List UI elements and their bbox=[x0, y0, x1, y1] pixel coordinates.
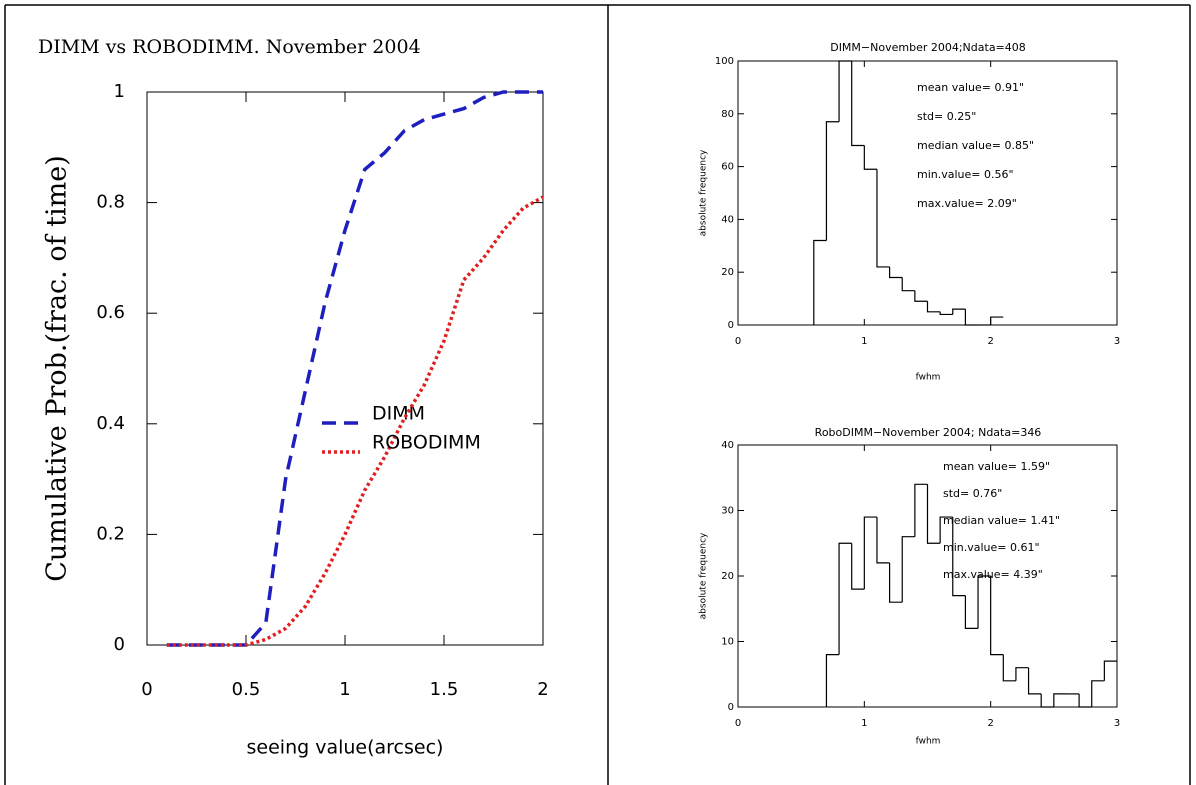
y-tick-label: 0.4 bbox=[96, 413, 125, 434]
series-line bbox=[166, 195, 544, 647]
y-axis-label: absolute frequency bbox=[699, 149, 709, 236]
legend-label: ROBODIMM bbox=[372, 432, 481, 454]
histogram-step bbox=[838, 542, 852, 655]
histogram-step bbox=[889, 562, 903, 603]
histogram-step bbox=[952, 308, 966, 315]
x-tick-label: 2 bbox=[537, 679, 548, 700]
histogram-step bbox=[1078, 693, 1092, 708]
annotation: min.value= 0.61" bbox=[943, 541, 1040, 554]
x-tick-label: 2 bbox=[987, 336, 993, 347]
annotation: max.value= 2.09" bbox=[917, 197, 1017, 210]
histogram-step bbox=[977, 575, 991, 629]
y-tick-label: 20 bbox=[721, 267, 734, 278]
histogram-step bbox=[1091, 680, 1105, 707]
histogram-step bbox=[939, 311, 953, 316]
plot-frame bbox=[737, 60, 1118, 326]
histogram-step bbox=[863, 516, 877, 590]
histogram-step bbox=[851, 543, 865, 590]
y-axis-label: Cumulative Prob.(frac. of time) bbox=[42, 155, 73, 582]
x-tick-label: 0 bbox=[735, 336, 741, 347]
annotation: median value= 0.85" bbox=[917, 139, 1034, 152]
histogram-step bbox=[1053, 693, 1067, 707]
annotation: mean value= 0.91" bbox=[917, 81, 1024, 94]
y-axis-label: absolute frequency bbox=[699, 532, 709, 619]
x-tick-label: 1 bbox=[339, 679, 350, 700]
histogram-step bbox=[825, 654, 840, 707]
histogram-step bbox=[926, 301, 941, 313]
histogram-step bbox=[1002, 654, 1016, 682]
y-tick-label: 40 bbox=[721, 440, 734, 451]
y-tick-label: 60 bbox=[721, 162, 734, 173]
y-tick-label: 0.8 bbox=[96, 192, 125, 213]
x-axis-label: seeing value(arcsec) bbox=[247, 737, 444, 759]
histogram-step bbox=[1027, 667, 1042, 695]
y-tick-label: 0 bbox=[728, 702, 734, 713]
y-tick-label: 1 bbox=[114, 81, 125, 102]
chart-title: DIMM vs ROBODIMM. November 2004 bbox=[38, 36, 421, 58]
y-tick-label: 40 bbox=[721, 214, 734, 225]
y-tick-label: 10 bbox=[721, 637, 734, 648]
x-tick-label: 0 bbox=[141, 679, 152, 700]
frame bbox=[4, 4, 1191, 785]
y-tick-label: 30 bbox=[721, 506, 734, 517]
histogram-step bbox=[990, 576, 1004, 656]
histogram-step bbox=[914, 290, 928, 302]
histogram-step bbox=[876, 517, 890, 564]
x-tick-label: 0 bbox=[735, 718, 741, 729]
series-line bbox=[166, 90, 543, 647]
y-tick-label: 20 bbox=[721, 571, 734, 582]
histogram-step bbox=[990, 316, 1004, 325]
chart-title: DIMM−November 2004;Ndata=408 bbox=[830, 41, 1026, 54]
histogram-step bbox=[926, 484, 941, 544]
histogram-step bbox=[964, 595, 979, 629]
plot-frame bbox=[146, 91, 544, 646]
annotation: min.value= 0.56" bbox=[917, 168, 1014, 181]
histogram-step bbox=[813, 239, 827, 325]
histogram-step bbox=[964, 309, 979, 326]
y-tick-label: 0.6 bbox=[96, 302, 125, 323]
histogram-step bbox=[1103, 660, 1117, 681]
x-tick-label: 1 bbox=[861, 718, 867, 729]
y-tick-label: 0.2 bbox=[96, 523, 125, 544]
histogram-step bbox=[876, 169, 890, 268]
legend-label: DIMM bbox=[372, 403, 425, 425]
x-tick-label: 0.5 bbox=[232, 679, 261, 700]
y-tick-label: 0 bbox=[728, 320, 734, 331]
histogram-step bbox=[914, 483, 928, 537]
histogram-step bbox=[851, 61, 865, 147]
x-tick-label: 1.5 bbox=[430, 679, 459, 700]
histogram-step bbox=[939, 516, 953, 544]
annotation: max.value= 4.39" bbox=[943, 568, 1043, 581]
x-tick-label: 1 bbox=[861, 336, 867, 347]
x-axis-label: fwhm bbox=[916, 737, 941, 747]
x-tick-label: 3 bbox=[1114, 718, 1120, 729]
x-axis-label: fwhm bbox=[916, 373, 941, 383]
chart-title: RoboDIMM−November 2004; Ndata=346 bbox=[815, 426, 1042, 439]
histogram-step bbox=[901, 536, 915, 603]
y-tick-label: 0 bbox=[114, 634, 125, 655]
y-tick-label: 100 bbox=[715, 56, 734, 67]
histogram-step bbox=[825, 121, 840, 241]
y-tick-label: 80 bbox=[721, 109, 734, 120]
x-tick-label: 3 bbox=[1114, 336, 1120, 347]
histogram-step bbox=[863, 145, 877, 170]
histogram-step bbox=[952, 517, 966, 597]
histogram-step bbox=[1040, 693, 1054, 708]
histogram-step bbox=[889, 266, 903, 279]
x-tick-label: 2 bbox=[987, 718, 993, 729]
histogram-step bbox=[901, 277, 915, 292]
annotation: median value= 1.41" bbox=[943, 514, 1060, 527]
histogram-step bbox=[1015, 667, 1029, 681]
annotation: mean value= 1.59" bbox=[943, 460, 1050, 473]
annotation: std= 0.76" bbox=[943, 487, 1002, 500]
histogram-step bbox=[838, 60, 852, 122]
annotation: std= 0.25" bbox=[917, 110, 976, 123]
